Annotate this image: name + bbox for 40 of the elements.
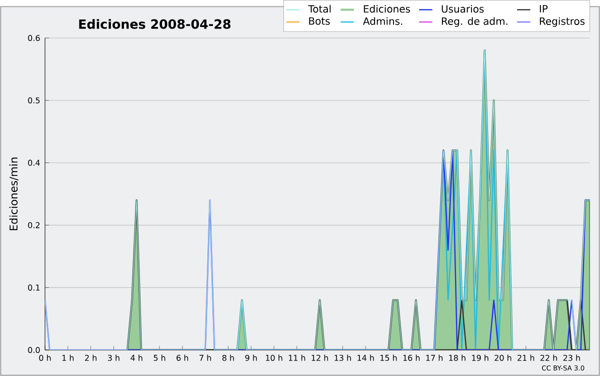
y-tick-label: 0.6 <box>28 34 40 41</box>
legend-label: Usuarios <box>442 4 484 13</box>
x-tick-label: 3 h <box>108 354 120 361</box>
x-tick-label: 10 h <box>266 354 282 361</box>
x-tick-label: 5 h <box>154 354 166 361</box>
x-tick-label: 1 h <box>62 354 74 361</box>
x-tick-label: 8 h <box>222 354 234 361</box>
y-tick-label: 0.4 <box>28 160 40 166</box>
x-tick-label: 7 h <box>200 354 211 361</box>
chart-title: Ediciones 2008-04-28 <box>79 19 230 29</box>
x-tick-label: 0 h <box>39 354 51 361</box>
x-tick-label: 22 h <box>540 354 557 361</box>
legend-label: Admins. <box>363 17 402 25</box>
x-tick-label: 9 h <box>245 354 257 361</box>
legend-label: IP <box>540 5 548 12</box>
x-tick-label: 20 h <box>494 354 512 361</box>
x-tick-label: 14 h <box>358 354 374 361</box>
legend-label: Reg. de adm. <box>442 17 508 27</box>
x-tick-label: 18 h <box>449 354 466 361</box>
x-tick-label: 19 h <box>472 354 488 361</box>
x-tick-label: 4 h <box>130 354 142 361</box>
x-tick-label: 23 h <box>563 354 580 361</box>
y-tick-label: 0.2 <box>28 222 40 228</box>
legend-label: Registros <box>540 17 585 27</box>
legend-label: Total <box>308 4 331 13</box>
y-tick-label: 0.1 <box>28 284 40 291</box>
y-tick-label: 0.0 <box>28 346 40 353</box>
x-tick-label: 13 h <box>334 354 351 361</box>
x-tick-label: 6 h <box>176 354 188 361</box>
legend-label: Ediciones <box>364 4 410 13</box>
x-tick-label: 2 h <box>85 354 96 361</box>
x-tick-label: 16 h <box>403 354 420 361</box>
x-tick-label: 21 h <box>518 354 534 361</box>
x-tick-label: 12 h <box>312 354 328 361</box>
x-tick-label: 15 h <box>380 354 397 361</box>
x-tick-label: 17 h <box>426 354 442 361</box>
y-tick-label: 0.5 <box>28 97 40 104</box>
legend-label: Bots <box>309 17 330 25</box>
x-tick-label: 11 h <box>288 354 306 361</box>
y-axis-title: Ediciones/min <box>9 158 18 230</box>
